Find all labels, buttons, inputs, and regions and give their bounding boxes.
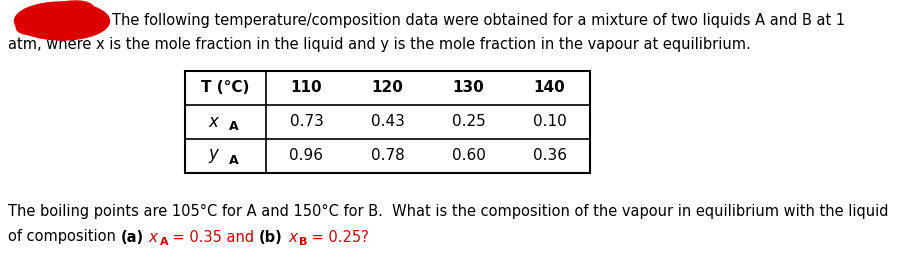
Text: T (°C): T (°C) bbox=[202, 80, 250, 95]
Text: 140: 140 bbox=[534, 80, 566, 95]
Text: $y$: $y$ bbox=[208, 147, 221, 165]
Text: A: A bbox=[229, 154, 238, 166]
Text: (b): (b) bbox=[259, 230, 283, 245]
Text: 0.25: 0.25 bbox=[451, 114, 486, 129]
Text: 120: 120 bbox=[371, 80, 403, 95]
Text: The boiling points are 105°C for A and 150°C for B.  What is the composition of : The boiling points are 105°C for A and 1… bbox=[8, 204, 889, 219]
Text: A: A bbox=[160, 237, 168, 247]
Text: 0.10: 0.10 bbox=[533, 114, 567, 129]
Text: 0.96: 0.96 bbox=[290, 149, 323, 164]
Text: 0.78: 0.78 bbox=[370, 149, 404, 164]
Text: = 0.35 and: = 0.35 and bbox=[168, 230, 259, 245]
Text: $x$: $x$ bbox=[288, 230, 299, 245]
Text: The following temperature/composition data were obtained for a mixture of two li: The following temperature/composition da… bbox=[112, 13, 845, 28]
Text: 0.43: 0.43 bbox=[370, 114, 404, 129]
Text: 0.73: 0.73 bbox=[290, 114, 323, 129]
Text: $x$: $x$ bbox=[208, 113, 221, 131]
Bar bbox=[185, 71, 590, 173]
Text: = 0.25?: = 0.25? bbox=[308, 230, 370, 245]
Text: 130: 130 bbox=[452, 80, 484, 95]
Text: 0.36: 0.36 bbox=[532, 149, 567, 164]
Text: (a): (a) bbox=[121, 230, 143, 245]
Text: atm, where x is the mole fraction in the liquid and y is the mole fraction in th: atm, where x is the mole fraction in the… bbox=[8, 38, 751, 53]
Text: 0.60: 0.60 bbox=[451, 149, 486, 164]
Ellipse shape bbox=[16, 1, 94, 35]
Text: A: A bbox=[229, 119, 238, 133]
Ellipse shape bbox=[15, 2, 110, 40]
Text: B: B bbox=[299, 237, 308, 247]
Text: of composition: of composition bbox=[8, 230, 121, 245]
Text: 110: 110 bbox=[291, 80, 322, 95]
Text: $x$: $x$ bbox=[148, 230, 160, 245]
